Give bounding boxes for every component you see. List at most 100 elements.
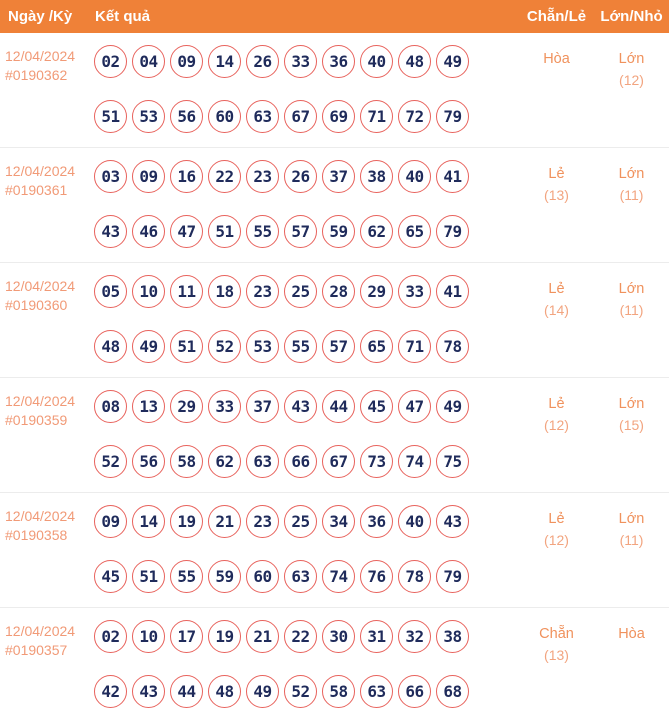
drawn-numbers: 03 09 16 22 23 26 37 38 40 41 43 46 47 51 55 57 59 62 65 7… [92, 160, 519, 262]
even-odd-result: Lẻ (12) [519, 390, 594, 492]
number-ball: 11 [170, 275, 203, 308]
draw-id: #0190359 [5, 412, 68, 428]
numbers-line-1: 03 09 16 22 23 26 37 38 40 41 [92, 160, 519, 193]
big-small-label: Lớn [618, 166, 645, 182]
drawn-numbers: 02 10 17 19 21 22 30 31 32 38 42 43 44 48 49 52 58 63 66 6… [92, 620, 519, 716]
big-small-count: (11) [619, 187, 644, 203]
number-ball: 44 [170, 675, 203, 708]
draw-date-period: 12/04/2024 #0190360 [0, 275, 92, 377]
number-ball: 33 [208, 390, 241, 423]
number-ball: 46 [132, 215, 165, 248]
number-ball: 55 [170, 560, 203, 593]
number-ball: 25 [284, 505, 317, 538]
number-ball: 49 [436, 390, 469, 423]
number-ball: 40 [360, 45, 393, 78]
big-small-result: Lớn (11) [594, 275, 669, 377]
number-ball: 05 [94, 275, 127, 308]
number-ball: 13 [132, 390, 165, 423]
number-ball: 09 [170, 45, 203, 78]
numbers-line-2: 42 43 44 48 49 52 58 63 66 68 [92, 675, 519, 708]
number-ball: 04 [132, 45, 165, 78]
number-ball: 02 [94, 45, 127, 78]
number-ball: 71 [360, 100, 393, 133]
numbers-line-1: 09 14 19 21 23 25 34 36 40 43 [92, 505, 519, 538]
number-ball: 16 [170, 160, 203, 193]
number-ball: 44 [322, 390, 355, 423]
big-small-count: (12) [619, 72, 644, 88]
result-row: 12/04/2024 #0190361 03 09 16 22 23 26 37 38 40 41… [0, 148, 669, 263]
number-ball: 37 [322, 160, 355, 193]
big-small-label: Lớn [618, 51, 645, 67]
draw-date-period: 12/04/2024 #0190361 [0, 160, 92, 262]
draw-date-period: 12/04/2024 #0190359 [0, 390, 92, 492]
number-ball: 75 [436, 445, 469, 478]
number-ball: 37 [246, 390, 279, 423]
number-ball: 58 [322, 675, 355, 708]
numbers-line-2: 43 46 47 51 55 57 59 62 65 79 [92, 215, 519, 248]
result-row: 12/04/2024 #0190358 09 14 19 21 23 25 34 36 40 43… [0, 493, 669, 608]
number-ball: 19 [170, 505, 203, 538]
number-ball: 60 [208, 100, 241, 133]
numbers-line-2: 45 51 55 59 60 63 74 76 78 79 [92, 560, 519, 593]
number-ball: 66 [284, 445, 317, 478]
draw-date: 12/04/2024 [5, 393, 76, 409]
even-odd-count: (13) [544, 647, 569, 663]
draw-date: 12/04/2024 [5, 48, 76, 64]
number-ball: 69 [322, 100, 355, 133]
draw-id: #0190358 [5, 527, 68, 543]
draw-date: 12/04/2024 [5, 508, 76, 524]
draw-id: #0190357 [5, 642, 68, 658]
number-ball: 17 [170, 620, 203, 653]
draw-date-period: 12/04/2024 #0190358 [0, 505, 92, 607]
number-ball: 51 [170, 330, 203, 363]
number-ball: 79 [436, 215, 469, 248]
number-ball: 59 [208, 560, 241, 593]
number-ball: 21 [246, 620, 279, 653]
number-ball: 57 [322, 330, 355, 363]
number-ball: 67 [284, 100, 317, 133]
number-ball: 43 [94, 215, 127, 248]
even-odd-label: Lẻ [548, 396, 565, 412]
number-ball: 36 [322, 45, 355, 78]
number-ball: 38 [436, 620, 469, 653]
even-odd-label: Lẻ [548, 281, 565, 297]
number-ball: 41 [436, 160, 469, 193]
number-ball: 14 [208, 45, 241, 78]
number-ball: 02 [94, 620, 127, 653]
number-ball: 41 [436, 275, 469, 308]
big-small-label: Lớn [618, 281, 645, 297]
even-odd-result: Lẻ (14) [519, 275, 594, 377]
number-ball: 58 [170, 445, 203, 478]
draw-date-period: 12/04/2024 #0190357 [0, 620, 92, 716]
big-small-result: Lớn (15) [594, 390, 669, 492]
big-small-result: Lớn (12) [594, 45, 669, 147]
number-ball: 43 [132, 675, 165, 708]
number-ball: 48 [398, 45, 431, 78]
numbers-line-1: 05 10 11 18 23 25 28 29 33 41 [92, 275, 519, 308]
number-ball: 21 [208, 505, 241, 538]
big-small-count: (11) [619, 532, 644, 548]
big-small-label: Lớn [618, 396, 645, 412]
number-ball: 19 [208, 620, 241, 653]
number-ball: 71 [398, 330, 431, 363]
number-ball: 38 [360, 160, 393, 193]
number-ball: 79 [436, 100, 469, 133]
draw-id: #0190360 [5, 297, 68, 313]
even-odd-count: (12) [544, 532, 569, 548]
numbers-line-1: 02 10 17 19 21 22 30 31 32 38 [92, 620, 519, 653]
number-ball: 62 [360, 215, 393, 248]
number-ball: 72 [398, 100, 431, 133]
number-ball: 45 [360, 390, 393, 423]
number-ball: 62 [208, 445, 241, 478]
number-ball: 51 [94, 100, 127, 133]
big-small-label: Hòa [618, 626, 645, 642]
number-ball: 60 [246, 560, 279, 593]
number-ball: 59 [322, 215, 355, 248]
number-ball: 52 [94, 445, 127, 478]
number-ball: 56 [170, 100, 203, 133]
even-odd-count: (13) [544, 187, 569, 203]
number-ball: 25 [284, 275, 317, 308]
number-ball: 23 [246, 275, 279, 308]
number-ball: 73 [360, 445, 393, 478]
